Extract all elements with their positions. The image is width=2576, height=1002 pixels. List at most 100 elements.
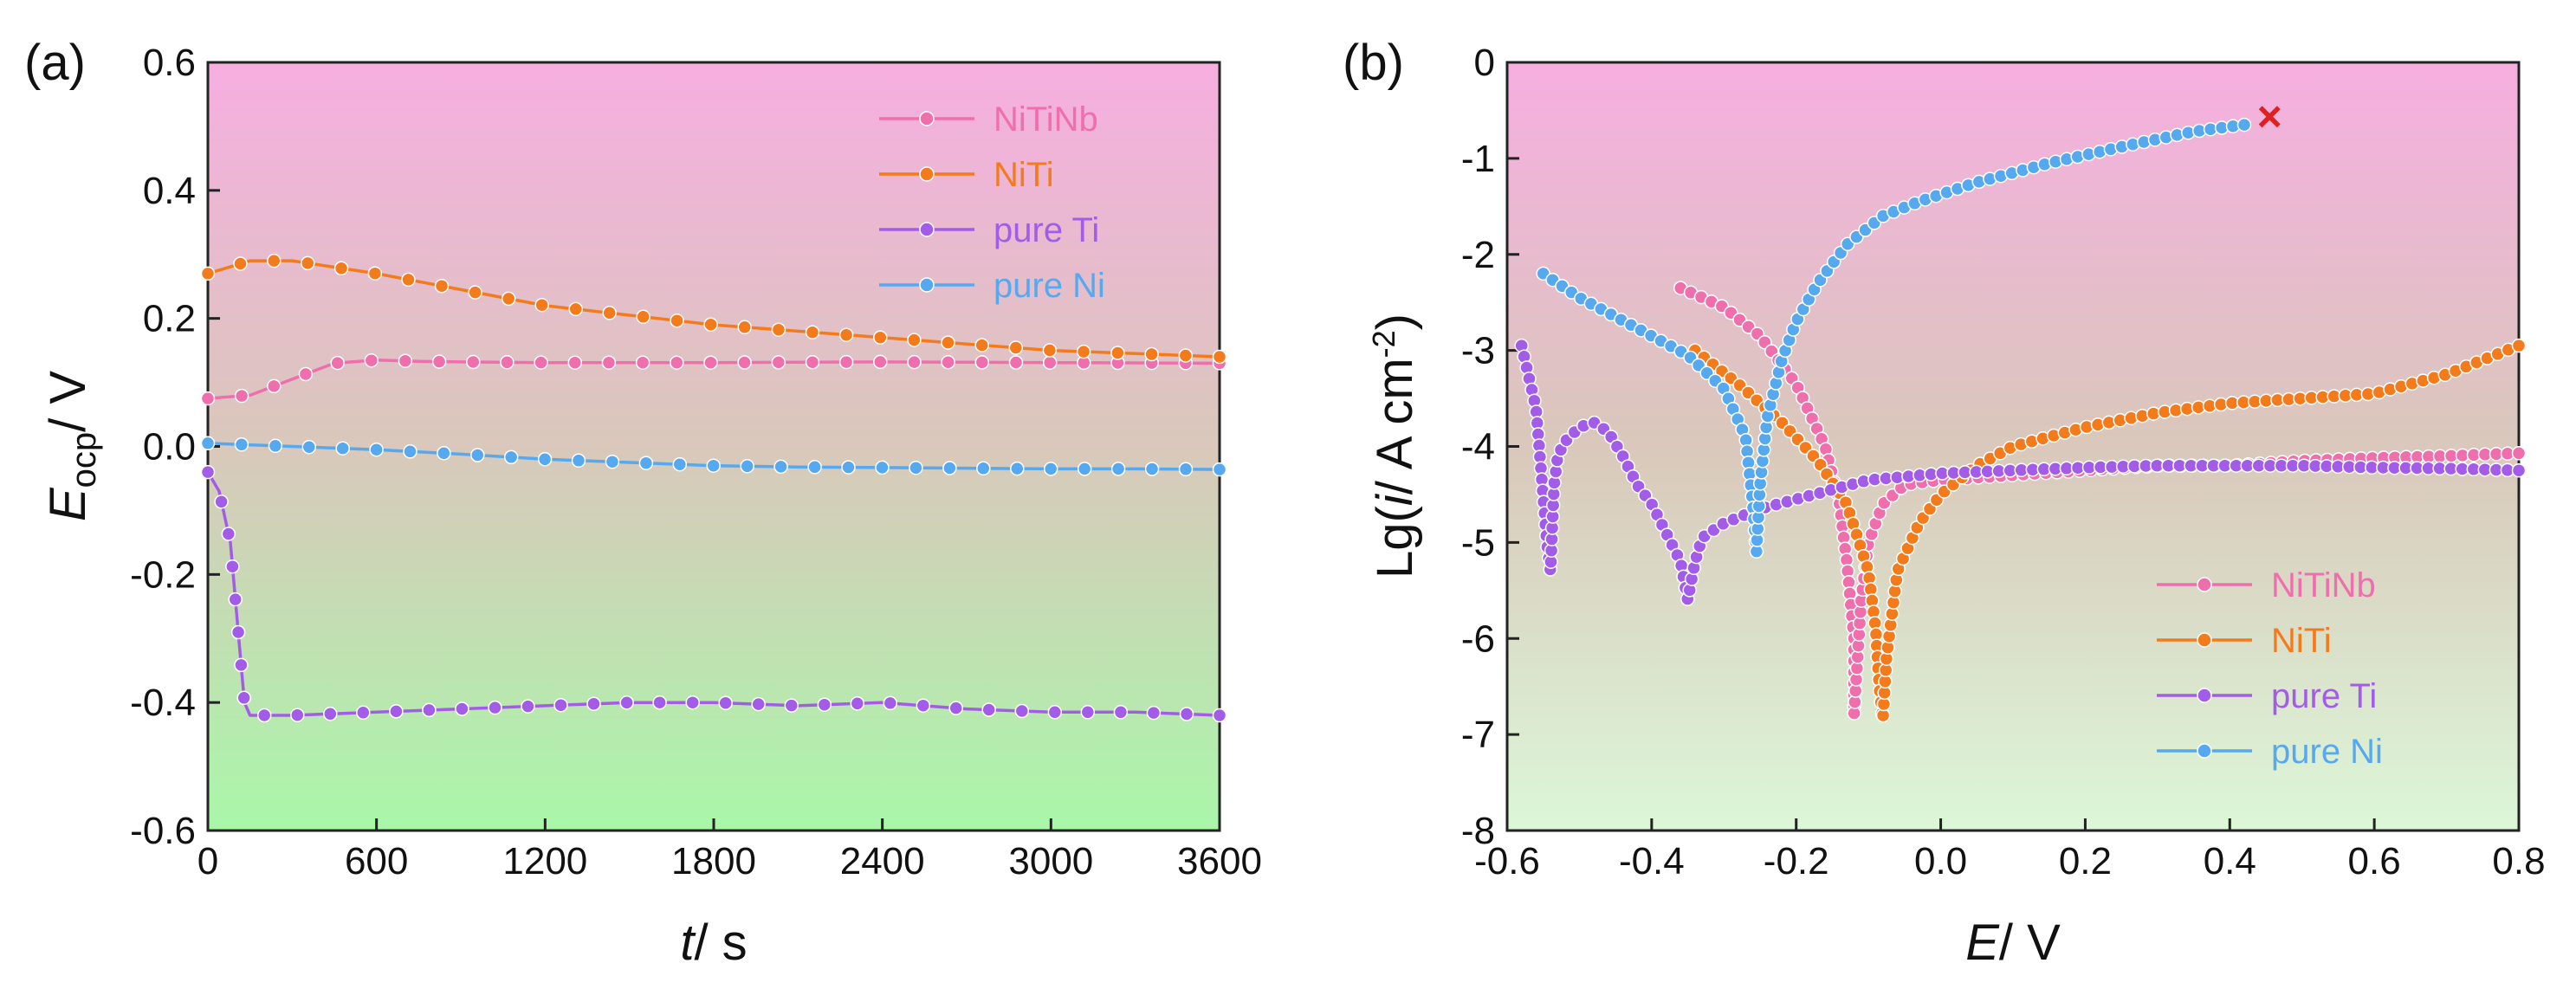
data-point-niti <box>1144 346 1159 362</box>
legend-marker-niti <box>919 166 935 182</box>
data-point-pure-ti <box>488 700 502 715</box>
data-point-pure-ni <box>672 456 688 472</box>
ticks-b: -0.6 -0.4 -0.2 0.0 0.2 0.4 0.6 0.8 -8 -7 -6 -5 -4 -3 -… <box>1461 42 2546 882</box>
data-point-pure-ti <box>290 708 305 722</box>
legend-marker-nitinb <box>2197 577 2212 592</box>
y-tick-label: -7 <box>1461 714 1495 756</box>
ticks-a: 0 600 1200 1800 2400 3000 3600 -0.6 -0.4 -0.2 0.0 0… <box>130 42 1262 882</box>
legend-marker-pure-ni <box>919 277 935 293</box>
data-point-pure-ti <box>817 697 832 712</box>
data-point-pure-ni <box>909 460 923 475</box>
data-point-pure-ti <box>256 708 272 723</box>
x-tick-label: 600 <box>345 840 408 882</box>
data-point-pure-ni <box>942 461 957 475</box>
data-point-niti <box>233 256 248 271</box>
data-point-pure-ni <box>1178 462 1194 477</box>
data-point-pure-ni <box>841 460 856 475</box>
data-point-pure-ni <box>1077 462 1092 476</box>
data-point-pure-ni <box>2236 117 2252 133</box>
data-point-nitinb <box>431 354 447 369</box>
data-point-nitinb <box>703 355 718 370</box>
data-point-pure-ni <box>335 441 350 456</box>
data-point-pure-ti <box>1047 705 1063 720</box>
data-point-pure-ti <box>389 704 404 719</box>
data-point-pure-ti <box>1113 705 1129 720</box>
data-point-nitinb <box>2511 446 2527 461</box>
legend-marker-pure-ni <box>2197 743 2212 759</box>
legend-label-nitinb: NiTiNb <box>994 100 1098 139</box>
panel-label-a: (a) <box>24 35 86 91</box>
data-point-pure-ti <box>1212 708 1227 723</box>
data-point-niti <box>501 291 516 307</box>
data-point-pure-ni <box>638 456 654 470</box>
y-tick-label: -5 <box>1461 521 1495 564</box>
data-point-pure-ti <box>200 464 216 480</box>
data-point-pure-ti <box>883 695 898 711</box>
y-tick-label: -2 <box>1461 234 1495 276</box>
data-point-pure-ti <box>234 657 249 673</box>
data-point-pure-ni <box>773 459 788 475</box>
x-tick-label: -0.2 <box>1764 840 1829 882</box>
y-tick-label: 0.2 <box>143 298 196 340</box>
data-point-niti <box>534 297 549 313</box>
data-point-pure-ni <box>200 436 216 451</box>
data-point-niti <box>568 301 583 317</box>
data-point-niti <box>602 306 617 320</box>
data-point-pure-ti <box>455 701 469 716</box>
data-point-pure-ni <box>537 452 553 467</box>
data-point-pure-ti <box>948 701 963 715</box>
y-tick-label: 0.4 <box>143 170 196 212</box>
data-point-niti <box>670 313 684 328</box>
y-tick-label: -3 <box>1461 330 1495 372</box>
data-point-nitinb <box>1008 355 1024 370</box>
data-point-pure-ti <box>228 592 243 607</box>
y-tick-label: -8 <box>1461 810 1495 852</box>
x-axis-label-a: t/ s <box>680 915 747 971</box>
x-tick-label: 0.4 <box>2204 840 2256 882</box>
panel-label-b: (b) <box>1343 35 1404 91</box>
data-point-niti <box>703 317 718 332</box>
data-point-pure-ni <box>571 453 586 469</box>
y-tick-label: -0.4 <box>130 682 196 724</box>
y-tick-label: -4 <box>1461 426 1495 469</box>
data-point-pure-ni <box>875 460 890 475</box>
x-tick-label: 3000 <box>1008 840 1093 882</box>
data-point-pure-ni <box>1144 462 1160 476</box>
data-point-pure-ti <box>221 527 236 541</box>
data-point-nitinb <box>838 354 854 370</box>
data-point-niti <box>907 333 922 347</box>
data-point-pure-ti <box>1014 703 1030 719</box>
data-point-pure-ni <box>301 439 317 455</box>
data-point-pure-ni <box>807 460 822 475</box>
data-point-nitinb <box>330 355 345 371</box>
data-point-niti <box>1076 344 1091 359</box>
legend-marker-pure-ti <box>919 222 935 237</box>
y-axis-label-a: Eocp/ V <box>40 371 103 521</box>
x-tick-label: 1200 <box>502 840 587 882</box>
data-point-nitinb <box>364 352 379 368</box>
panel-a: 0 600 1200 1800 2400 3000 3600 -0.6 -0.4 -0.2 0.0 0… <box>24 35 1262 971</box>
data-point-pure-ti <box>214 495 229 509</box>
data-point-nitinb <box>907 354 922 370</box>
x-tick-label: 0.2 <box>2059 840 2112 882</box>
data-point-pure-ni <box>1010 461 1025 476</box>
data-point-nitinb <box>805 354 820 370</box>
data-point-nitinb <box>941 354 955 370</box>
data-point-niti <box>401 272 416 288</box>
x-tick-label: 2400 <box>840 840 925 882</box>
data-point-pure-ni <box>605 454 620 469</box>
legend-marker-nitinb <box>919 111 935 126</box>
data-point-pure-ti <box>2511 462 2527 478</box>
y-tick-label: -0.2 <box>130 553 196 596</box>
series-line-pure-ti <box>206 471 1220 717</box>
data-point-niti <box>434 278 450 294</box>
data-point-nitinb <box>234 388 249 404</box>
data-point-pure-ti <box>751 696 766 712</box>
data-point-nitinb <box>601 355 617 370</box>
data-point-niti <box>1110 346 1125 360</box>
data-point-nitinb <box>534 355 548 370</box>
data-point-pure-ti <box>356 705 371 721</box>
y-tick-label: 0.0 <box>143 426 196 469</box>
y-tick-label: -6 <box>1461 617 1495 660</box>
legend-b: NiTiNb NiTi pure Ti pure Ni <box>2157 566 2383 771</box>
